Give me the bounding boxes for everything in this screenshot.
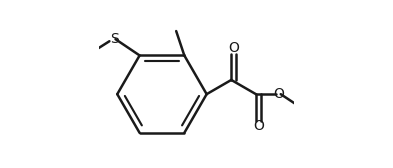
Text: O: O — [273, 87, 284, 101]
Text: O: O — [253, 119, 264, 133]
Text: O: O — [228, 41, 239, 55]
Text: S: S — [110, 32, 119, 46]
